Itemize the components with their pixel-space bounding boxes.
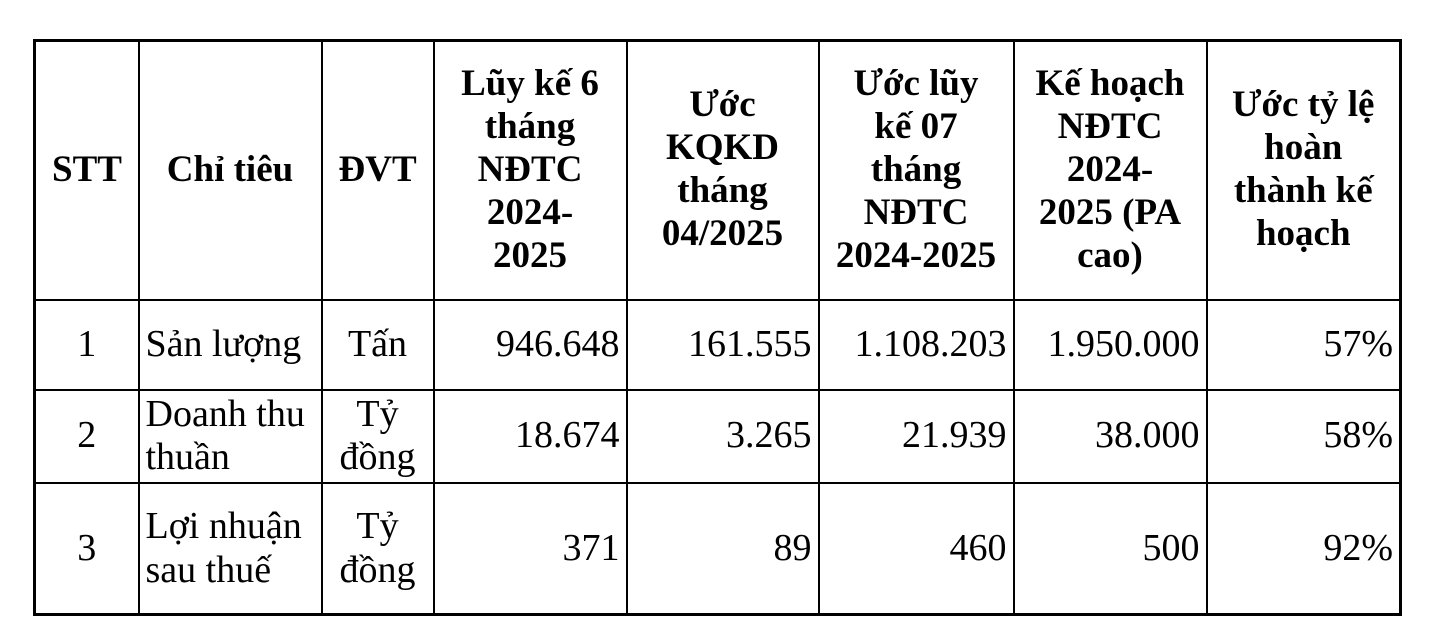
cell-dvt: Tỷ đồng [320,481,435,616]
column-header-uoc-ty-le-hoan-thanh: Ước tỷ lệ hoàn thành kế hoạch [1205,39,1402,301]
column-header-dvt: ĐVT [320,39,435,301]
column-header-luy-ke-6-thang: Lũy kế 6 tháng NĐTC 2024-2025 [432,39,628,301]
cell-uoc-luyke7: 21.939 [817,388,1015,484]
cell-uoc-ty-le: 58% [1205,388,1402,484]
cell-uoc-ty-le: 92% [1205,481,1402,616]
cell-stt: 1 [33,298,140,391]
column-header-ke-hoach-ndtc: Kế hoạch NĐTC 2024-2025 (PA cao) [1012,39,1208,301]
cell-uoc-kqkd: 161.555 [625,298,820,391]
financial-results-table: STT Chỉ tiêu ĐVT Lũy kế 6 tháng NĐTC 202… [33,39,1402,617]
cell-uoc-luyke7: 460 [817,481,1015,616]
cell-uoc-kqkd: 89 [625,481,820,616]
cell-chi-tieu: Doanh thu thuần [137,388,323,484]
cell-uoc-ty-le: 57% [1205,298,1402,391]
cell-chi-tieu: Lợi nhuận sau thuế [137,481,323,616]
table-row-loi-nhuan: 3 Lợi nhuận sau thuế Tỷ đồng 371 89 460 … [33,481,1402,616]
column-header-chi-tieu: Chỉ tiêu [137,39,323,301]
cell-luy-ke-6t: 371 [432,481,628,616]
cell-ke-hoach: 1.950.000 [1012,298,1208,391]
cell-uoc-luyke7: 1.108.203 [817,298,1015,391]
cell-ke-hoach: 38.000 [1012,388,1208,484]
table-row-doanh-thu: 2 Doanh thu thuần Tỷ đồng 18.674 3.265 2… [33,388,1402,484]
column-header-stt: STT [33,39,140,301]
column-header-uoc-kqkd-thang-04: Ước KQKD tháng 04/2025 [625,39,820,301]
column-header-uoc-luy-ke-07-thang: Ước lũy kế 07 tháng NĐTC 2024-2025 [817,39,1015,301]
cell-luy-ke-6t: 946.648 [432,298,628,391]
cell-stt: 2 [33,388,140,484]
table-row-san-luong: 1 Sản lượng Tấn 946.648 161.555 1.108.20… [33,298,1402,391]
header-row: STT Chỉ tiêu ĐVT Lũy kế 6 tháng NĐTC 202… [33,39,1402,301]
cell-uoc-kqkd: 3.265 [625,388,820,484]
cell-chi-tieu: Sản lượng [137,298,323,391]
cell-dvt: Tỷ đồng [320,388,435,484]
cell-luy-ke-6t: 18.674 [432,388,628,484]
cell-stt: 3 [33,481,140,616]
cell-dvt: Tấn [320,298,435,391]
cell-ke-hoach: 500 [1012,481,1208,616]
